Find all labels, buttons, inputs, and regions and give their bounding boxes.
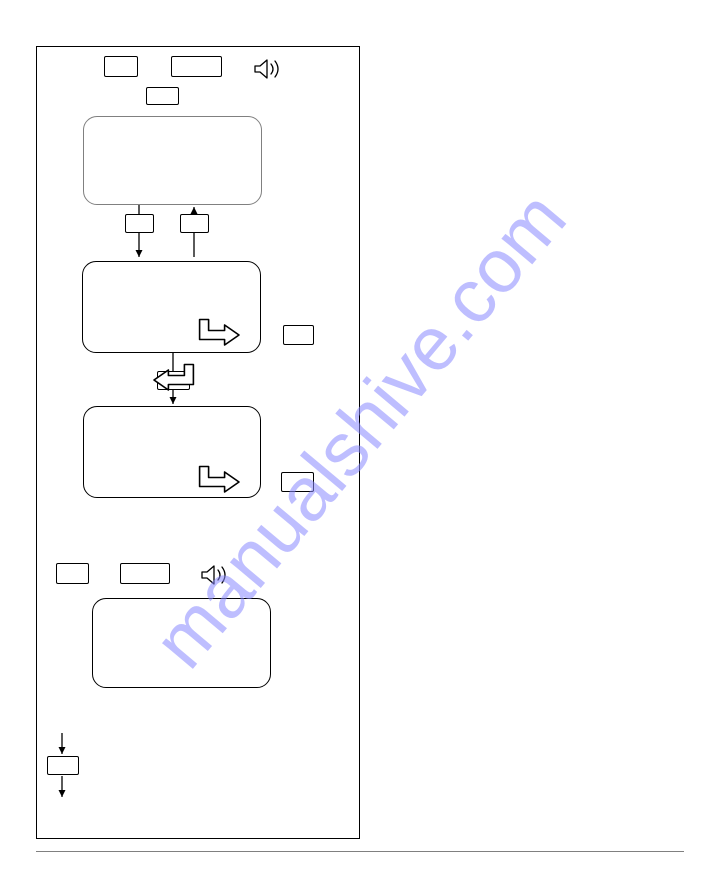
page-root: manualshive.com (0, 0, 723, 872)
arrows-layer (0, 0, 723, 872)
